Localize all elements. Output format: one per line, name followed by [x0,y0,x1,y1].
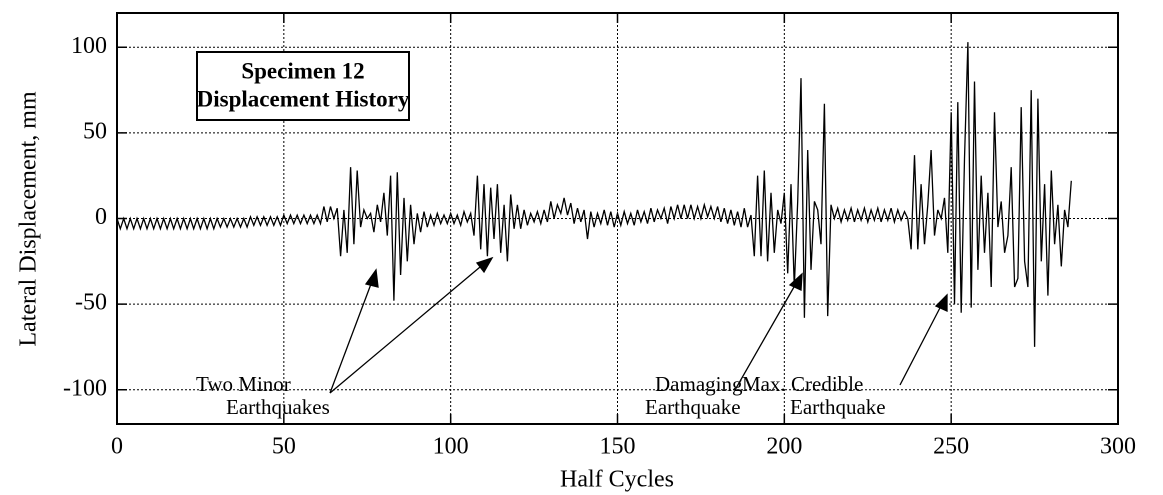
y-tick-label: 50 [83,118,107,144]
arrow [899,301,944,386]
arrow-head [475,256,494,274]
annotation: Damaging [655,372,743,396]
x-tick-label: 0 [111,434,123,460]
x-tick-label: 50 [272,434,296,460]
x-tick-label: 250 [933,434,969,460]
annotation: Earthquake [790,395,886,419]
x-tick-label: 150 [600,434,636,460]
annotation: Earthquake [645,395,741,419]
y-tick-label: 0 [95,204,107,230]
arrow [329,275,375,394]
x-tick-label: 100 [433,434,469,460]
y-axis-label: Lateral Displacement, mm [16,91,42,347]
x-tick-label: 200 [766,434,802,460]
arrow-head [788,272,803,291]
y-tick-label: -50 [75,290,107,316]
data-line [116,42,1072,347]
annotation: Max. Credible [742,372,863,396]
arrow [734,279,799,391]
x-axis-label: Half Cycles [560,467,674,493]
annotation: Earthquakes [226,395,330,419]
y-tick-label: -100 [63,375,107,401]
x-tick-label: 300 [1100,434,1136,460]
arrows [329,256,948,394]
arrow-head [934,293,948,313]
chart-title: Displacement History [197,86,410,111]
arrow-head [364,268,379,288]
arrow [329,261,487,394]
chart-title: Specimen 12 [241,58,364,83]
title-box [196,51,410,121]
annotation: Two Minor [196,372,291,396]
y-tick-label: 100 [71,33,107,59]
